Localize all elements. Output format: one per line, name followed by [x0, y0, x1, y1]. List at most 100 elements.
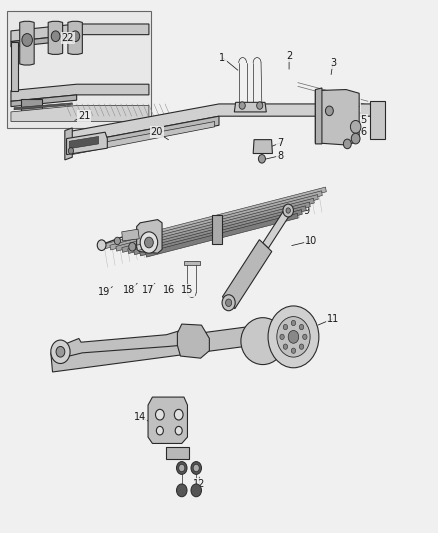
- Polygon shape: [68, 21, 82, 54]
- Circle shape: [299, 325, 304, 330]
- Polygon shape: [140, 209, 302, 256]
- Polygon shape: [66, 116, 219, 155]
- Text: 12: 12: [193, 479, 205, 489]
- Polygon shape: [128, 202, 310, 254]
- Circle shape: [277, 317, 310, 357]
- Circle shape: [239, 102, 245, 109]
- Polygon shape: [223, 240, 272, 309]
- Polygon shape: [11, 24, 149, 42]
- Circle shape: [156, 426, 163, 435]
- Polygon shape: [177, 324, 209, 358]
- Polygon shape: [11, 95, 77, 107]
- Polygon shape: [69, 136, 99, 149]
- Circle shape: [222, 295, 235, 311]
- Text: 14: 14: [134, 412, 146, 422]
- Polygon shape: [67, 122, 215, 156]
- Circle shape: [155, 409, 164, 420]
- Circle shape: [286, 208, 290, 213]
- Text: 7: 7: [277, 138, 283, 148]
- Polygon shape: [146, 213, 298, 257]
- Text: 15: 15: [181, 286, 194, 295]
- Circle shape: [175, 426, 182, 435]
- Circle shape: [191, 462, 201, 474]
- Circle shape: [179, 464, 185, 472]
- Text: 4: 4: [354, 101, 360, 110]
- Text: 1: 1: [219, 53, 226, 62]
- Circle shape: [191, 484, 201, 497]
- Text: 13: 13: [165, 447, 177, 457]
- Text: 10: 10: [305, 236, 317, 246]
- Circle shape: [97, 240, 106, 251]
- Circle shape: [288, 330, 299, 343]
- Circle shape: [193, 464, 199, 472]
- Polygon shape: [65, 128, 72, 160]
- Polygon shape: [370, 101, 385, 139]
- Text: 8: 8: [277, 151, 283, 160]
- Circle shape: [257, 102, 263, 109]
- Polygon shape: [11, 35, 77, 47]
- Polygon shape: [122, 198, 314, 252]
- Circle shape: [177, 462, 187, 474]
- Polygon shape: [315, 90, 359, 145]
- Circle shape: [140, 232, 158, 253]
- Text: 22: 22: [62, 34, 74, 43]
- Polygon shape: [20, 21, 34, 65]
- Polygon shape: [11, 42, 18, 91]
- Text: 17: 17: [142, 286, 154, 295]
- Circle shape: [299, 344, 304, 349]
- Polygon shape: [134, 206, 306, 255]
- Text: 21: 21: [78, 111, 90, 121]
- Polygon shape: [21, 99, 42, 115]
- Polygon shape: [137, 243, 150, 251]
- Text: 9: 9: [304, 206, 310, 215]
- Circle shape: [56, 346, 65, 357]
- Circle shape: [22, 34, 32, 46]
- Circle shape: [291, 348, 296, 353]
- Circle shape: [351, 133, 360, 144]
- Polygon shape: [166, 447, 189, 459]
- Circle shape: [145, 237, 153, 248]
- Polygon shape: [11, 84, 149, 101]
- Circle shape: [283, 204, 293, 217]
- Circle shape: [283, 344, 288, 349]
- Circle shape: [71, 31, 80, 42]
- Polygon shape: [137, 220, 162, 253]
- Circle shape: [283, 325, 288, 330]
- Circle shape: [226, 299, 232, 306]
- Circle shape: [51, 31, 60, 42]
- Polygon shape: [14, 103, 72, 110]
- Text: 20: 20: [151, 127, 163, 137]
- Circle shape: [291, 320, 296, 326]
- Circle shape: [280, 334, 284, 340]
- Polygon shape: [234, 102, 266, 112]
- Polygon shape: [263, 208, 291, 248]
- Polygon shape: [253, 140, 272, 154]
- Text: 3: 3: [330, 58, 336, 68]
- Polygon shape: [11, 106, 149, 122]
- Polygon shape: [148, 397, 187, 443]
- Circle shape: [325, 106, 333, 116]
- Polygon shape: [184, 261, 200, 265]
- Ellipse shape: [241, 318, 285, 365]
- Polygon shape: [59, 329, 197, 358]
- Circle shape: [343, 139, 351, 149]
- Polygon shape: [67, 132, 107, 155]
- Polygon shape: [48, 21, 63, 54]
- Text: 16: 16: [162, 286, 175, 295]
- Text: 11: 11: [327, 314, 339, 324]
- Text: 19: 19: [98, 287, 110, 297]
- Polygon shape: [104, 187, 326, 249]
- Circle shape: [350, 120, 361, 133]
- Circle shape: [51, 340, 70, 364]
- Circle shape: [68, 148, 74, 154]
- Text: 18: 18: [123, 286, 135, 295]
- Polygon shape: [212, 215, 222, 244]
- Text: 2: 2: [286, 51, 292, 61]
- Polygon shape: [116, 195, 318, 251]
- Polygon shape: [110, 191, 322, 250]
- Circle shape: [177, 484, 187, 497]
- Circle shape: [303, 334, 307, 340]
- Circle shape: [129, 243, 136, 251]
- Circle shape: [258, 155, 265, 163]
- Text: 6: 6: [360, 127, 367, 137]
